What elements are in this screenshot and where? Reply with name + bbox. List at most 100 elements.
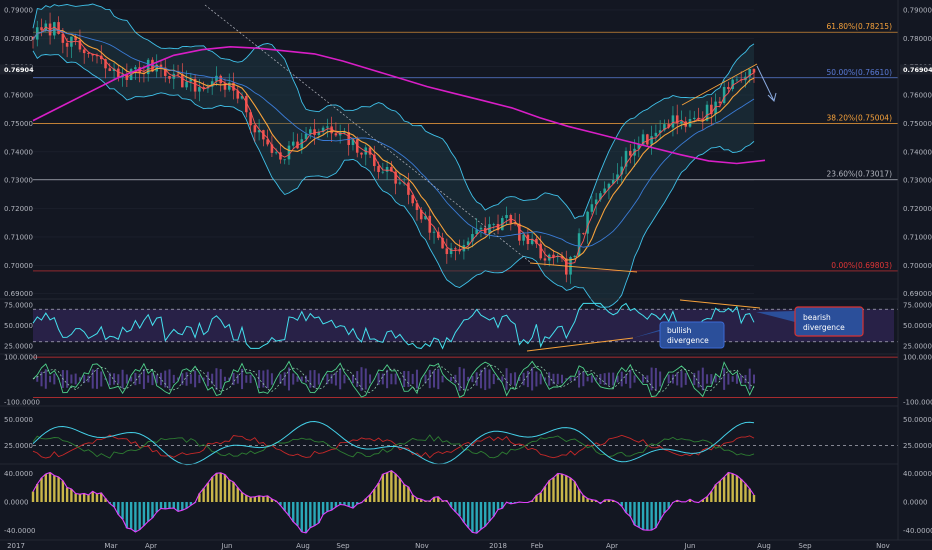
histogram-bar: [334, 502, 338, 507]
time-tick-label: Aug: [757, 542, 771, 550]
candle-body: [74, 36, 77, 41]
candle-body: [53, 22, 56, 36]
candle-body: [78, 40, 82, 50]
histogram-bar: [313, 502, 316, 526]
osc-bar: [535, 371, 538, 387]
candle-body: [479, 227, 483, 230]
osc-bar: [347, 378, 350, 380]
candle-body: [705, 104, 709, 121]
osc-bar: [181, 373, 184, 385]
candle-body: [283, 159, 286, 161]
histogram-bar: [624, 502, 628, 513]
osc-bar: [78, 377, 81, 381]
time-tick-label: Nov: [876, 542, 890, 550]
histogram-bar: [586, 498, 589, 502]
osc-bar: [172, 374, 175, 384]
osc-bar: [403, 370, 406, 388]
dmi-panel: [0, 405, 898, 466]
osc-bar: [497, 377, 500, 381]
histogram-bar: [296, 502, 299, 526]
candle-body: [347, 132, 350, 145]
osc-bar: [168, 369, 171, 389]
candle-body: [266, 139, 269, 145]
bearish-callout-line-1: bearish: [803, 313, 831, 322]
histogram-bar: [206, 482, 210, 502]
osc-bar: [74, 373, 77, 385]
current-price-badge: [900, 64, 932, 75]
ma-mid-line: [32, 29, 755, 261]
histogram-bar: [484, 502, 487, 527]
candle-body: [279, 152, 282, 160]
bullish-callout-line-1: bullish: [667, 326, 692, 335]
candle-body: [146, 59, 150, 75]
candle-body: [185, 81, 188, 88]
osc-bar: [467, 376, 470, 382]
left-tick-label: -40.0000: [4, 527, 35, 535]
candle-body: [381, 171, 385, 173]
left-tick-label: 25.0000: [4, 442, 33, 450]
histogram-bar: [91, 491, 94, 502]
osc-bar: [522, 372, 525, 386]
right-tick-label: 0.76000: [903, 92, 932, 100]
bearish-callout-line-2: divergence: [803, 323, 845, 332]
osc-bar: [701, 367, 704, 391]
candle-body: [646, 134, 649, 145]
candle-body: [530, 238, 534, 245]
osc-bar: [479, 369, 482, 389]
candle-body: [415, 203, 419, 210]
candle-body: [65, 42, 69, 47]
osc-bar: [159, 372, 162, 386]
candle-body: [364, 147, 368, 155]
osc-bar: [531, 367, 534, 391]
left-tick-label: 0.74000: [4, 148, 33, 156]
histogram-bar: [560, 474, 564, 502]
candle-body: [326, 126, 329, 128]
histogram-bar: [287, 502, 291, 516]
candle-body: [471, 234, 474, 242]
osc-bar: [70, 374, 73, 384]
osc-bar: [582, 371, 585, 387]
candle-body: [227, 82, 231, 90]
osc-bar: [620, 371, 623, 387]
rsi-bearish-trendline: [679, 299, 761, 309]
left-tick-label: 0.0000: [4, 499, 29, 507]
left-tick-label: 0.79000: [4, 6, 33, 14]
fibonacci-label: 23.60%(0.73017): [827, 170, 893, 179]
adx-line: [32, 420, 755, 466]
osc-bar: [578, 370, 581, 388]
histogram-bar: [607, 499, 611, 502]
histogram-bar: [70, 489, 73, 502]
osc-bar: [130, 376, 133, 382]
candle-body: [245, 96, 248, 113]
time-tick-label: Apr: [606, 542, 618, 550]
osc-bar: [603, 373, 606, 385]
osc-bar: [492, 373, 495, 385]
osc-bar: [87, 375, 90, 383]
osc-bar: [569, 377, 572, 381]
osc-bar: [194, 370, 197, 388]
histogram-bar: [82, 493, 86, 502]
candle-body: [61, 33, 65, 43]
histogram-bar: [210, 476, 214, 502]
osc-bar: [117, 374, 120, 384]
histogram-bar: [159, 502, 163, 509]
histogram-bar: [398, 478, 402, 502]
candle-body: [99, 55, 103, 60]
osc-bar: [142, 369, 145, 389]
candle-body: [321, 127, 325, 132]
left-tick-label: 75.0000: [4, 302, 33, 310]
histogram-bar: [356, 502, 359, 505]
osc-bar: [309, 370, 312, 388]
candle-body: [428, 215, 432, 233]
left-tick-label: 0.75000: [4, 120, 33, 128]
time-tick-label: Feb: [531, 542, 544, 550]
histogram-bar: [492, 502, 495, 517]
osc-bar: [360, 367, 363, 391]
time-tick-label: 2018: [489, 542, 507, 550]
left-tick-label: 0.73000: [4, 177, 33, 185]
histogram-bar: [543, 486, 547, 502]
histogram-bar: [390, 470, 393, 502]
candle-body: [168, 75, 171, 79]
histogram-bar: [262, 496, 265, 502]
